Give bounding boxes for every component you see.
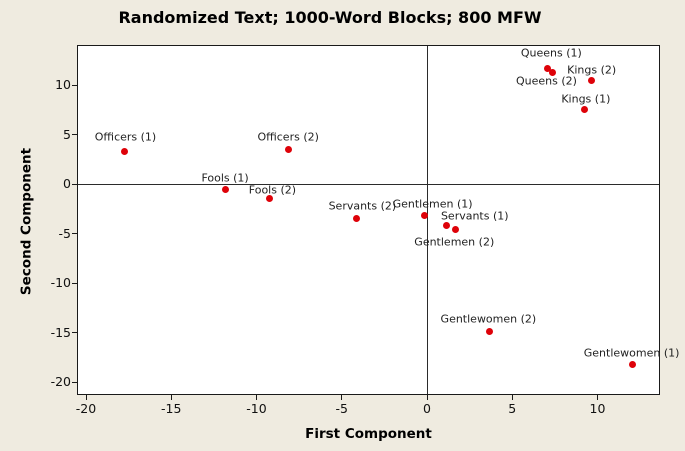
- x-tick-label: 0: [423, 401, 431, 416]
- data-point-label: Queens (1): [520, 46, 582, 60]
- x-tick-mark: [597, 395, 598, 400]
- plot-area: Officers (1) Officers (2) Fools (1) Fools (…: [77, 45, 679, 395]
- y-tick-label: -5: [58, 225, 71, 241]
- data-point: [588, 76, 596, 84]
- x-tick-label: -20: [75, 401, 97, 416]
- x-tick-label: -10: [246, 401, 267, 416]
- data-point-label: Servants (2): [328, 199, 397, 213]
- data-point: [284, 145, 292, 153]
- data-point-label: Queens (2): [515, 74, 577, 88]
- x-tick-mark: [256, 395, 257, 400]
- data-point-label: Gentlewomen (1): [583, 346, 680, 360]
- x-tick-mark: [426, 395, 428, 400]
- reference-line-x0: [427, 46, 428, 394]
- y-tick-label: 0: [63, 176, 71, 191]
- y-tick-label: 10: [55, 77, 71, 92]
- y-tick-label: -15: [50, 324, 71, 340]
- y-tick-mark: [72, 183, 77, 185]
- y-tick-label: 5: [63, 126, 71, 142]
- x-tick-mark: [85, 395, 87, 400]
- data-point: [543, 64, 551, 72]
- data-point: [443, 222, 451, 230]
- x-axis-title: First Component: [305, 426, 432, 442]
- data-point-label: Kings (2): [567, 63, 617, 77]
- data-point: [548, 68, 556, 76]
- y-tick-mark: [72, 282, 77, 284]
- chart-title: Randomized Text; 1000-Word Blocks; 800 M…: [118, 8, 542, 27]
- y-tick-label: -20: [50, 374, 71, 389]
- data-point-label: Gentlemen (2): [414, 235, 495, 249]
- data-point-label: Officers (2): [257, 130, 319, 144]
- x-tick-label: 10: [589, 401, 606, 416]
- y-tick-mark: [72, 84, 77, 86]
- x-tick-label: -15: [161, 401, 182, 416]
- data-point: [265, 195, 273, 203]
- x-tick-label: -5: [335, 401, 348, 416]
- y-tick-mark: [72, 233, 77, 234]
- data-point: [581, 106, 589, 114]
- y-tick-label: -10: [50, 275, 71, 290]
- x-tick-mark: [511, 395, 513, 400]
- x-tick-label: 5: [508, 401, 517, 416]
- y-axis-title: Second Component: [18, 147, 35, 296]
- data-point: [629, 360, 637, 368]
- data-point-label: Servants (1): [440, 209, 509, 223]
- data-point-label: Kings (1): [561, 92, 611, 106]
- data-point-label: Fools (1): [201, 171, 249, 185]
- data-point-label: Fools (2): [248, 183, 297, 197]
- x-tick-mark: [341, 395, 343, 400]
- y-tick-mark: [72, 381, 77, 383]
- x-tick-mark: [170, 395, 172, 400]
- data-point-label: Gentlemen (1): [392, 197, 473, 211]
- y-tick-mark: [72, 332, 77, 333]
- data-point: [221, 186, 229, 194]
- data-point: [421, 212, 429, 220]
- data-point: [485, 328, 493, 336]
- data-point: [121, 147, 128, 155]
- data-point-label: Gentlewomen (2): [440, 312, 537, 326]
- data-point-label: Officers (1): [94, 130, 157, 144]
- y-tick-mark: [72, 134, 77, 135]
- reference-line-y0: [78, 184, 659, 185]
- data-point: [352, 215, 360, 223]
- data-point: [451, 226, 459, 234]
